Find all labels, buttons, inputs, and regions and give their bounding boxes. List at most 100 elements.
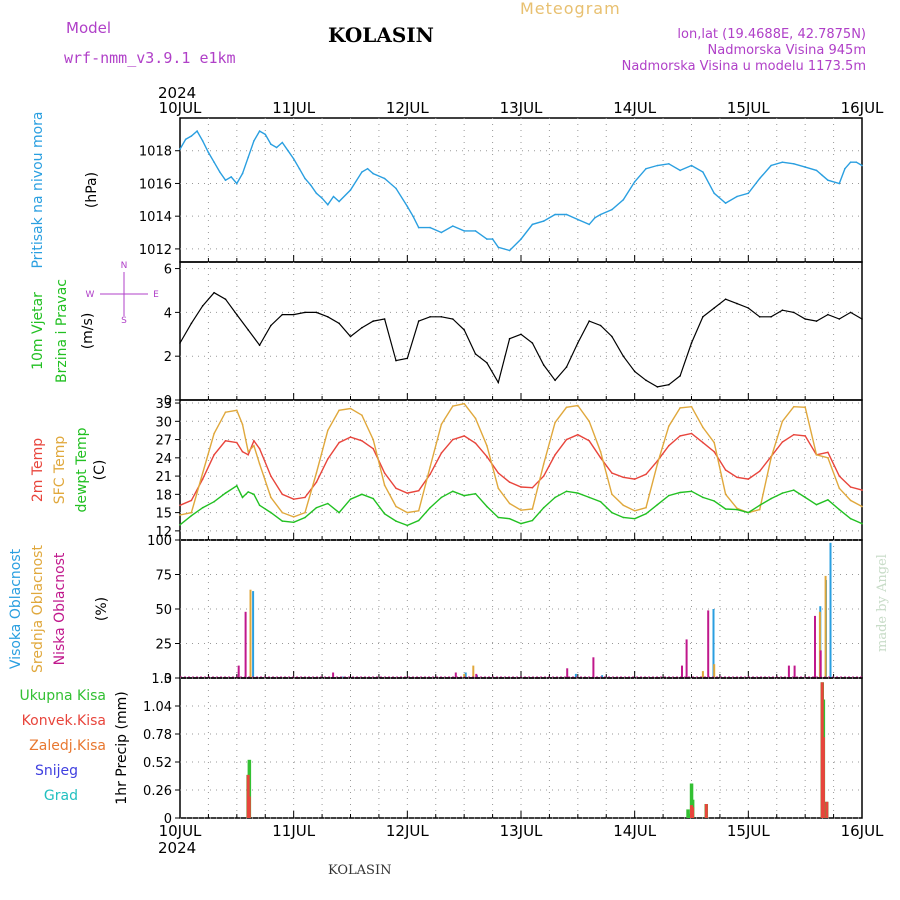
data-point (838, 475, 841, 477)
y-axis-title: 2m Temp (30, 438, 46, 502)
day-label-bottom: 13JUL (500, 822, 543, 840)
data-point (321, 197, 323, 199)
bar (825, 801, 829, 818)
y-tick-label: 1016 (139, 177, 172, 192)
data-point (230, 176, 232, 178)
bar (687, 813, 691, 818)
data-point (724, 508, 727, 510)
data-point (554, 454, 556, 456)
data-point (406, 511, 409, 514)
precip-legend: Ukupna Kisa Konvek.Kisa Zaledj.Kisa Snij… (19, 688, 106, 804)
data-point (861, 522, 863, 525)
data-point (770, 497, 772, 500)
data-point (633, 181, 636, 183)
data-point (736, 476, 738, 479)
data-point (770, 457, 772, 459)
data-point (599, 457, 602, 459)
data-point (577, 218, 579, 221)
data-point (440, 316, 443, 318)
data-point (270, 143, 272, 145)
day-label-top: 13JUL (500, 99, 543, 117)
data-point (747, 192, 750, 195)
data-point (497, 516, 500, 519)
data-point (497, 246, 500, 249)
legend-snow: Snijeg (35, 763, 78, 779)
data-point (236, 441, 238, 444)
day-label-top: 12JUL (386, 99, 429, 117)
bar (601, 675, 604, 678)
data-point (611, 472, 613, 474)
data-point (497, 472, 500, 474)
data-point (247, 491, 249, 493)
data-point (497, 381, 500, 384)
data-point (349, 407, 352, 410)
data-point (383, 513, 386, 515)
data-point (622, 199, 625, 201)
station-title: KOLASIN (328, 23, 434, 47)
data-point (429, 226, 431, 229)
data-point (690, 490, 693, 493)
data-point (253, 140, 255, 142)
y-tick-label: 1018 (139, 145, 172, 160)
data-point (781, 441, 784, 443)
y-axis-title: Srednja Oblacnost (30, 545, 46, 673)
data-point (827, 313, 829, 316)
bar (704, 804, 708, 818)
data-point (554, 421, 556, 424)
data-point (679, 375, 681, 377)
y-axis-title: SFC Temp (52, 436, 68, 505)
data-point (361, 326, 363, 329)
data-point (383, 318, 386, 320)
y-axis-title: Brzina i Pravac (54, 279, 70, 383)
data-point (474, 442, 477, 445)
data-point (338, 511, 340, 514)
y-tick-label: 25 (155, 638, 172, 653)
data-point (241, 450, 244, 453)
data-point (292, 158, 295, 160)
year-top: 2024 (158, 84, 196, 102)
data-point (258, 447, 261, 450)
data-point (486, 444, 488, 447)
data-point (736, 507, 738, 510)
data-point (827, 451, 829, 454)
day-label-top: 14JUL (613, 99, 656, 117)
y-axis-title: dewpt Temp (74, 427, 90, 512)
y-tick-label: 18 (155, 488, 172, 503)
data-point (815, 503, 818, 506)
data-point (577, 433, 579, 436)
data-point (315, 192, 318, 195)
day-label-top: 10JUL (159, 99, 202, 117)
data-point (679, 435, 681, 437)
bar (463, 673, 466, 678)
data-point (349, 436, 352, 438)
data-point (599, 500, 602, 503)
data-point (815, 454, 818, 456)
data-point (332, 195, 335, 198)
data-point (338, 441, 340, 444)
data-point (855, 161, 858, 163)
data-point (531, 342, 534, 344)
data-point (463, 230, 466, 232)
data-point (679, 169, 681, 172)
data-point (656, 164, 659, 167)
legend-frozen-rain: Zaledj.Kisa (29, 738, 106, 754)
data-point (713, 307, 715, 309)
bar (707, 610, 710, 678)
y-axis-title: Pritisak na nivou mora (30, 111, 46, 268)
data-point (201, 305, 204, 307)
data-point (213, 454, 215, 456)
data-point (179, 524, 181, 526)
data-point (440, 423, 443, 426)
data-point (452, 225, 454, 227)
data-point (542, 463, 545, 465)
bar (475, 673, 478, 678)
data-point (793, 311, 795, 314)
data-point (815, 320, 818, 322)
wind-direction-legend: N W E S (86, 261, 160, 326)
y-axis-title: 1hr Precip (mm) (114, 691, 130, 804)
y-tick-label: 0 (164, 394, 172, 409)
bar (464, 672, 467, 678)
elevation-label: Nadmorska Visina 945m (708, 43, 867, 58)
wind-panel: 0 2 4 6 (164, 261, 863, 409)
